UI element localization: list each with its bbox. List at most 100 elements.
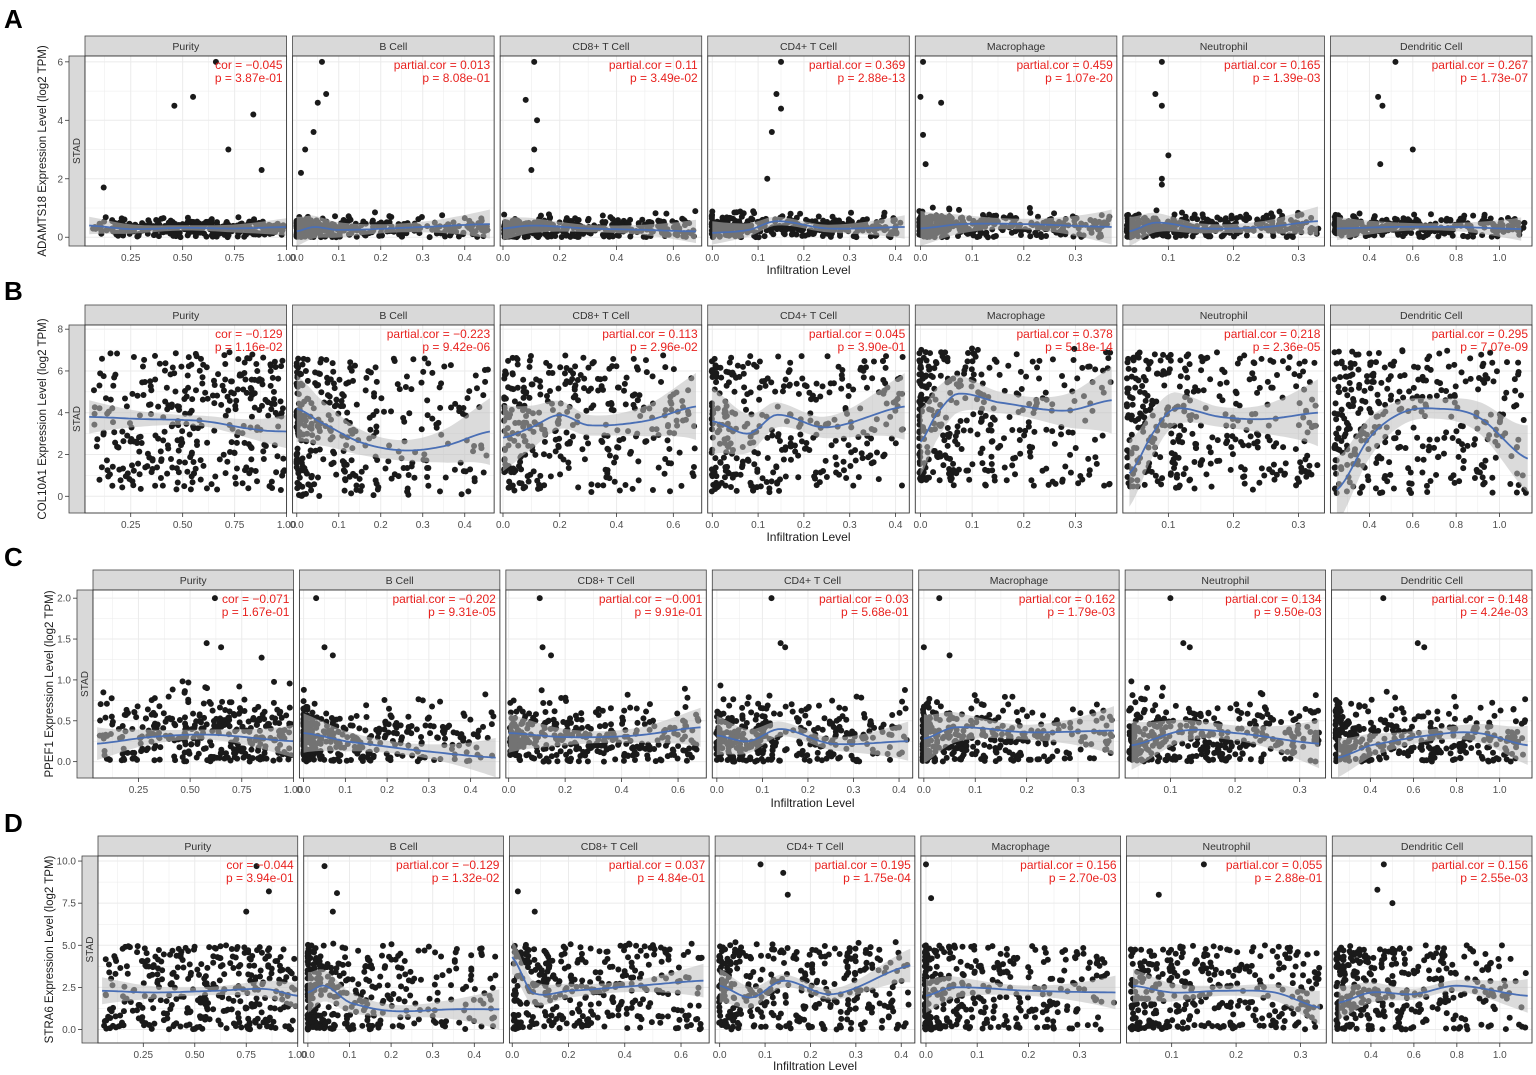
stat-label: partial.cor <box>809 58 862 72</box>
stat-pvalue: p = 3.87e-01 <box>215 71 283 85</box>
data-point <box>1182 367 1189 374</box>
data-point <box>1356 489 1363 496</box>
data-point <box>1504 359 1511 366</box>
data-point <box>1180 471 1187 478</box>
data-point <box>795 474 802 481</box>
data-point <box>233 439 240 446</box>
plot-area <box>293 58 491 246</box>
data-point <box>1424 489 1431 496</box>
stat-value: = −0.045 <box>232 58 283 72</box>
data-point <box>602 466 609 473</box>
panel-border <box>84 55 288 247</box>
data-point <box>167 455 174 462</box>
data-point <box>1067 469 1074 476</box>
data-point <box>1512 387 1519 394</box>
data-point <box>1168 450 1175 457</box>
data-point <box>266 483 273 490</box>
data-point <box>756 358 763 365</box>
plot-background <box>85 56 287 246</box>
data-point <box>362 464 369 471</box>
data-point <box>762 382 769 389</box>
stat-pvalue: p = 5.18e-14 <box>1045 340 1113 354</box>
data-point <box>107 396 114 403</box>
data-point <box>744 456 751 463</box>
plot-area <box>1331 347 1529 513</box>
data-point <box>1359 483 1366 490</box>
x-tick-label: 0.1 <box>751 520 765 531</box>
data-point <box>267 362 274 369</box>
data-point <box>395 473 402 480</box>
data-point <box>1006 413 1013 420</box>
data-point <box>1348 386 1355 393</box>
data-point <box>1158 175 1165 182</box>
data-point <box>786 367 793 374</box>
data-point <box>185 363 192 370</box>
data-point <box>614 232 621 239</box>
data-point <box>924 474 931 481</box>
data-point <box>1285 365 1292 372</box>
data-point <box>1227 466 1234 473</box>
data-point <box>323 91 330 97</box>
data-point <box>299 455 306 462</box>
data-point <box>358 483 365 490</box>
data-point <box>882 364 889 371</box>
data-point <box>1392 58 1399 65</box>
data-point <box>1223 440 1230 447</box>
data-point <box>447 362 454 369</box>
data-point <box>1223 379 1230 386</box>
data-point <box>223 219 230 226</box>
data-point <box>190 458 197 465</box>
data-point <box>635 458 642 465</box>
data-point <box>1254 389 1261 396</box>
data-point <box>931 365 938 372</box>
data-point <box>1193 445 1200 452</box>
data-point <box>248 390 255 397</box>
data-point <box>917 401 924 408</box>
data-point <box>1191 485 1198 492</box>
data-point <box>441 363 448 370</box>
data-point <box>839 366 846 373</box>
data-point <box>1281 471 1288 478</box>
data-point <box>178 363 185 370</box>
data-point <box>473 385 480 392</box>
data-point <box>1335 383 1342 390</box>
data-point <box>723 368 730 375</box>
data-point <box>741 384 748 391</box>
data-point <box>726 214 733 221</box>
data-point <box>575 484 582 491</box>
data-point <box>1145 467 1152 474</box>
data-point <box>1031 428 1038 435</box>
data-point <box>780 456 787 463</box>
data-point <box>1207 449 1214 456</box>
data-point <box>1033 232 1040 239</box>
data-point <box>1079 364 1086 371</box>
data-point <box>436 384 443 391</box>
data-point <box>839 375 846 382</box>
data-point <box>211 427 218 434</box>
data-point <box>1229 451 1236 458</box>
data-point <box>836 471 843 478</box>
data-point <box>148 469 155 476</box>
data-point <box>759 378 766 385</box>
data-point <box>231 449 238 456</box>
confidence-band <box>503 373 696 472</box>
data-point <box>197 457 204 464</box>
data-point <box>662 364 669 371</box>
data-point <box>105 473 112 480</box>
data-point <box>1255 431 1262 438</box>
data-point <box>265 412 272 419</box>
data-point <box>1355 366 1362 373</box>
data-point <box>1202 355 1209 362</box>
data-point <box>357 487 364 494</box>
data-point <box>162 360 169 367</box>
data-point <box>1075 480 1082 487</box>
data-point <box>1130 357 1137 364</box>
confidence-band <box>89 400 287 449</box>
data-point <box>922 161 929 168</box>
data-point <box>1179 209 1186 216</box>
data-point <box>1247 433 1254 440</box>
facet-title: CD8+ T Cell <box>572 310 629 322</box>
data-point <box>139 379 146 386</box>
